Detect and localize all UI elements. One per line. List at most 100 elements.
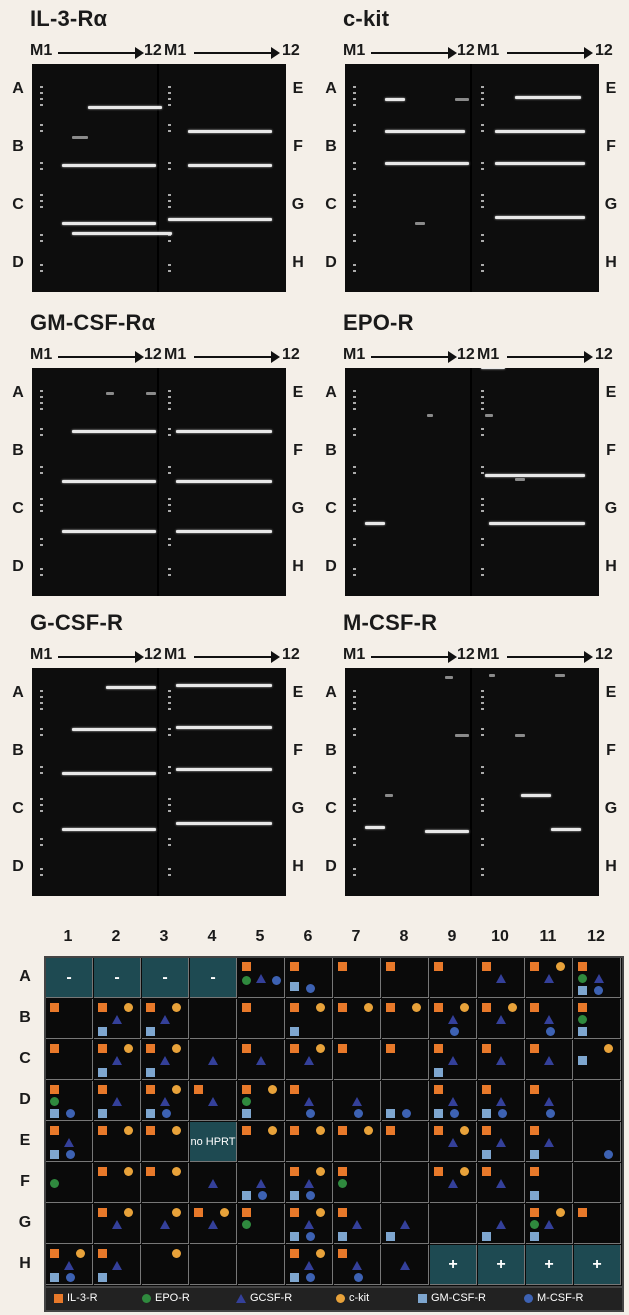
gel-title: M-CSF-R: [343, 610, 438, 635]
light-blue-square-icon: [290, 1191, 299, 1200]
light-blue-square-icon: [98, 1273, 107, 1282]
green-circle-icon: [338, 1179, 347, 1188]
ladder-band: [481, 86, 484, 88]
orange-square-icon: [146, 1003, 155, 1012]
lane-axis: M1 12 M1 12: [30, 646, 306, 666]
grid-cell: [430, 1163, 477, 1203]
row-label: F: [606, 442, 616, 459]
blue-circle-icon: [162, 1109, 171, 1118]
gel-divider: [470, 368, 472, 596]
row-label: B: [19, 1009, 31, 1026]
legend-label: GM-CSF-R: [431, 1292, 486, 1304]
column-number: 11: [539, 928, 557, 945]
orange-square-icon: [242, 962, 251, 971]
ladder-band: [353, 728, 356, 730]
column-number: 6: [303, 928, 313, 945]
blue-triangle-icon: [496, 1097, 506, 1106]
lane-axis: M1 12 M1 12: [30, 42, 306, 62]
ladder-band: [168, 868, 171, 870]
ladder-band: [481, 874, 484, 876]
ladder-band: [168, 696, 171, 698]
legend-item: c-kit: [336, 1292, 369, 1304]
yellow-circle-icon: [172, 1167, 181, 1176]
blue-triangle-icon: [112, 1097, 122, 1106]
grid-cell: [46, 1122, 93, 1162]
ladder-band: [40, 844, 43, 846]
positive-control-label: +: [544, 1255, 554, 1273]
negative-control-label: -: [66, 968, 72, 986]
column-number: 5: [255, 928, 265, 945]
ladder-band: [353, 690, 356, 692]
grid-cell: [478, 1204, 525, 1244]
ladder-band: [40, 92, 43, 94]
gel-band: [365, 522, 385, 525]
grid-cell: +: [526, 1245, 573, 1285]
yellow-circle-icon: [268, 1085, 277, 1094]
ladder-band: [168, 130, 171, 132]
ladder-band: [481, 162, 484, 164]
ladder-band: [40, 234, 43, 236]
row-label: C: [19, 1050, 31, 1067]
grid-cell: [382, 999, 429, 1039]
row-label: A: [19, 968, 31, 985]
gel-band: [62, 480, 156, 483]
row-label: F: [606, 742, 616, 759]
gel-band: [489, 522, 585, 525]
orange-square-icon: [338, 1126, 347, 1135]
light-blue-square-icon: [578, 1056, 587, 1065]
row-label: A: [325, 80, 337, 97]
yellow-circle-icon: [508, 1003, 517, 1012]
orange-square-icon: [386, 1044, 395, 1053]
orange-square-icon: [98, 1085, 107, 1094]
ladder-band: [168, 390, 171, 392]
gel-band: [62, 222, 156, 225]
blue-circle-icon: [306, 1273, 315, 1282]
ladder-band: [481, 868, 484, 870]
orange-square-icon: [194, 1208, 203, 1217]
ladder-band: [168, 734, 171, 736]
grid-cell: [142, 1122, 189, 1162]
ladder-band: [353, 98, 356, 100]
light-blue-square-icon: [386, 1109, 395, 1118]
grid-cell: [526, 1122, 573, 1162]
axis-start-label: M1: [477, 646, 500, 663]
yellow-circle-icon: [336, 1293, 345, 1303]
ladder-band: [481, 838, 484, 840]
blue-triangle-icon: [400, 1261, 410, 1270]
ladder-band: [481, 574, 484, 576]
ladder-band: [481, 168, 484, 170]
gel-band: [515, 96, 581, 99]
blue-triangle-icon: [64, 1261, 74, 1270]
ladder-band: [40, 104, 43, 106]
gel-band: [72, 136, 88, 139]
ladder-band: [40, 798, 43, 800]
yellow-circle-icon: [460, 1003, 469, 1012]
gel-band: [485, 474, 585, 477]
gel-band: [146, 392, 156, 395]
ladder-band: [168, 728, 171, 730]
ladder-band: [481, 568, 484, 570]
ladder-band: [168, 86, 171, 88]
blue-circle-icon: [306, 984, 315, 993]
ladder-band: [481, 472, 484, 474]
ladder-band: [353, 86, 356, 88]
gel-band: [495, 130, 585, 133]
blue-triangle-icon: [544, 1097, 554, 1106]
blue-triangle-icon: [208, 1097, 218, 1106]
legend: IL-3-R EPO-R GCSF-R c-kit GM-CSF-R M-CSF…: [44, 1286, 624, 1312]
gel-band: [188, 130, 272, 133]
ladder-band: [168, 408, 171, 410]
yellow-circle-icon: [172, 1249, 181, 1258]
ladder-band: [168, 504, 171, 506]
ladder-band: [481, 428, 484, 430]
ladder-band: [40, 98, 43, 100]
blue-triangle-icon: [544, 974, 554, 983]
arrow-icon: [194, 47, 280, 59]
orange-square-icon: [338, 1044, 347, 1053]
ladder-band: [40, 810, 43, 812]
gel-band: [106, 392, 114, 395]
ladder-band: [40, 734, 43, 736]
grid-cell: [142, 1040, 189, 1080]
ladder-band: [353, 104, 356, 106]
ladder-band: [40, 538, 43, 540]
